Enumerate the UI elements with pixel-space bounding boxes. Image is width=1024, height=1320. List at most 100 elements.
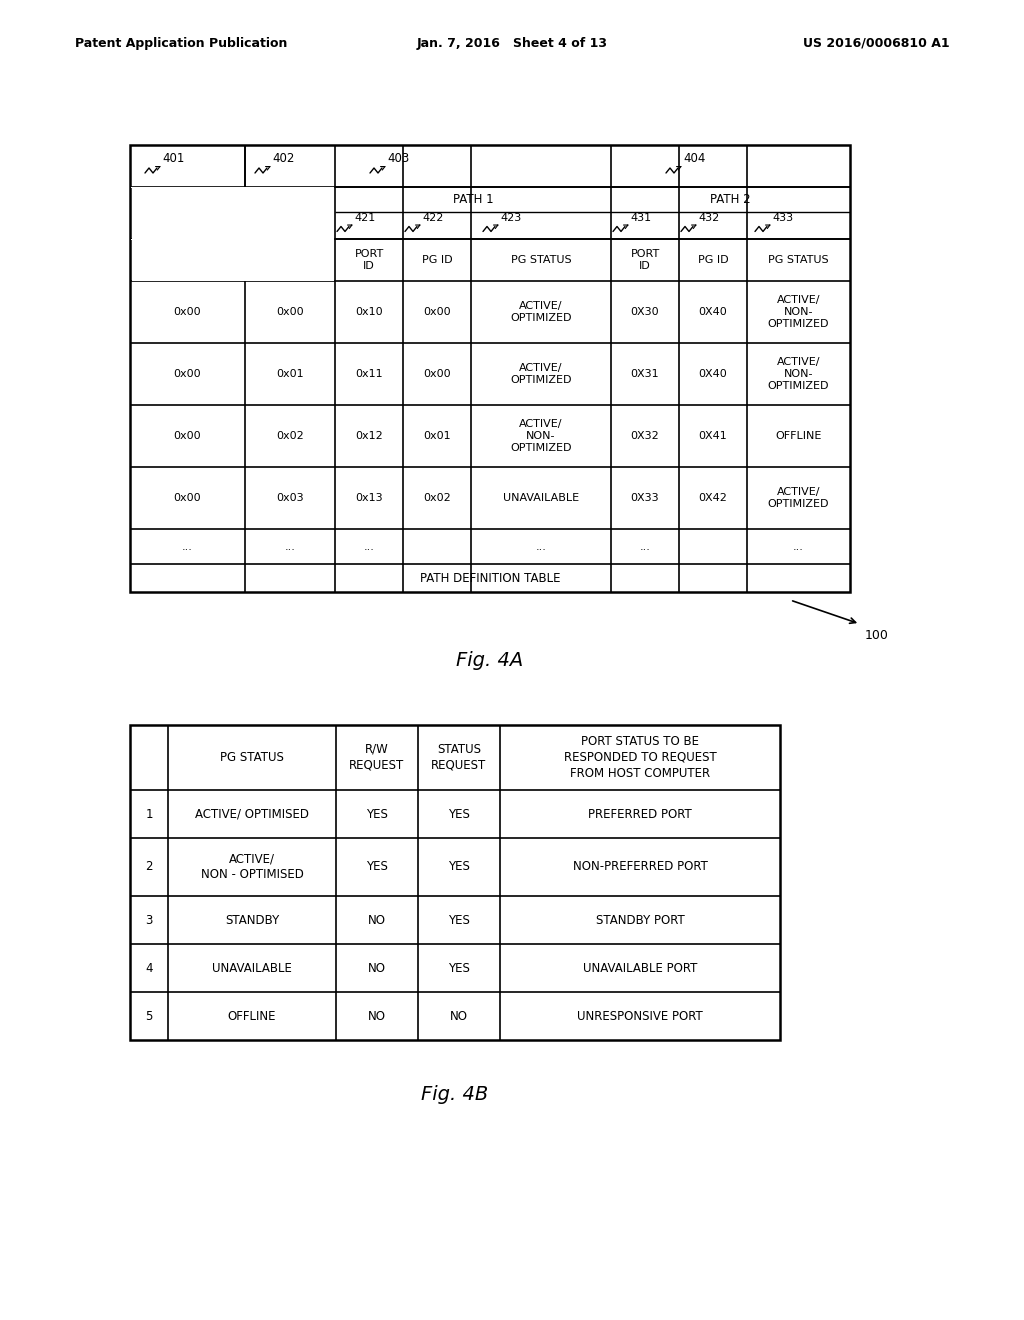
Text: 0X32: 0X32 bbox=[631, 432, 659, 441]
Text: 0x03: 0x03 bbox=[276, 492, 304, 503]
Text: PG ID: PG ID bbox=[422, 255, 453, 265]
Text: Patent Application Publication: Patent Application Publication bbox=[75, 37, 288, 49]
Text: VIRTUAL
LU ID: VIRTUAL LU ID bbox=[266, 223, 313, 246]
Text: 4: 4 bbox=[145, 961, 153, 974]
Text: ACTIVE/
NON-
OPTIMIZED: ACTIVE/ NON- OPTIMIZED bbox=[768, 356, 829, 392]
Text: UNRESPONSIVE PORT: UNRESPONSIVE PORT bbox=[578, 1010, 702, 1023]
Text: ACTIVE/ OPTIMISED: ACTIVE/ OPTIMISED bbox=[195, 808, 309, 821]
Text: 0X40: 0X40 bbox=[698, 370, 727, 379]
Bar bbox=[131, 239, 334, 281]
Text: OFFLINE: OFFLINE bbox=[227, 1010, 276, 1023]
Text: PG STATUS: PG STATUS bbox=[511, 255, 571, 265]
Text: ...: ... bbox=[182, 541, 193, 552]
Text: PATH 2: PATH 2 bbox=[711, 193, 751, 206]
Text: 0x02: 0x02 bbox=[423, 492, 451, 503]
Bar bbox=[130, 145, 850, 591]
Text: 0X40: 0X40 bbox=[698, 308, 727, 317]
Text: 3: 3 bbox=[145, 913, 153, 927]
Text: 403: 403 bbox=[387, 152, 410, 165]
Text: STATUS
REQUEST: STATUS REQUEST bbox=[431, 743, 486, 772]
Text: 404: 404 bbox=[683, 152, 706, 165]
Text: UNAVAILABLE PORT: UNAVAILABLE PORT bbox=[583, 961, 697, 974]
Text: 0x00: 0x00 bbox=[174, 370, 202, 379]
Text: 0x00: 0x00 bbox=[423, 308, 451, 317]
Text: 5: 5 bbox=[145, 1010, 153, 1023]
Text: PORT
ID: PORT ID bbox=[354, 248, 384, 271]
Text: YES: YES bbox=[366, 861, 388, 874]
Text: PORT
ID: PORT ID bbox=[631, 248, 659, 271]
Text: 431: 431 bbox=[630, 214, 651, 223]
Text: 402: 402 bbox=[272, 152, 294, 165]
Text: PG STATUS: PG STATUS bbox=[768, 255, 828, 265]
Text: 0X33: 0X33 bbox=[631, 492, 659, 503]
Text: NO: NO bbox=[368, 913, 386, 927]
Text: PG ID: PG ID bbox=[697, 255, 728, 265]
Text: 0x00: 0x00 bbox=[174, 432, 202, 441]
Text: NON-PREFERRED PORT: NON-PREFERRED PORT bbox=[572, 861, 708, 874]
Text: 0x01: 0x01 bbox=[423, 432, 451, 441]
Text: 0x11: 0x11 bbox=[355, 370, 383, 379]
Text: YES: YES bbox=[449, 808, 470, 821]
Text: Fig. 4B: Fig. 4B bbox=[421, 1085, 488, 1105]
Text: 0x00: 0x00 bbox=[174, 492, 202, 503]
Text: Jan. 7, 2016   Sheet 4 of 13: Jan. 7, 2016 Sheet 4 of 13 bbox=[417, 37, 607, 49]
Text: 423: 423 bbox=[500, 214, 521, 223]
Text: YES: YES bbox=[449, 961, 470, 974]
Text: ACTIVE/
NON-
OPTIMIZED: ACTIVE/ NON- OPTIMIZED bbox=[768, 294, 829, 330]
Text: ...: ... bbox=[640, 541, 650, 552]
Text: NO: NO bbox=[450, 1010, 468, 1023]
Text: YES: YES bbox=[449, 861, 470, 874]
Bar bbox=[131, 187, 334, 239]
Text: PATH 1: PATH 1 bbox=[453, 193, 494, 206]
Text: 433: 433 bbox=[772, 214, 794, 223]
Text: 0X41: 0X41 bbox=[698, 432, 727, 441]
Text: NO: NO bbox=[368, 1010, 386, 1023]
Text: VIRTUAL
STORAGE
APPARATUS
ID: VIRTUAL STORAGE APPARATUS ID bbox=[156, 210, 219, 257]
Text: 422: 422 bbox=[422, 214, 443, 223]
Text: 1: 1 bbox=[145, 808, 153, 821]
Text: PORT STATUS TO BE
RESPONDED TO REQUEST
FROM HOST COMPUTER: PORT STATUS TO BE RESPONDED TO REQUEST F… bbox=[563, 735, 717, 780]
Text: 0x00: 0x00 bbox=[276, 308, 304, 317]
Text: 0x00: 0x00 bbox=[423, 370, 451, 379]
Text: STANDBY: STANDBY bbox=[225, 913, 280, 927]
Text: 0X42: 0X42 bbox=[698, 492, 727, 503]
Text: PATH DEFINITION TABLE: PATH DEFINITION TABLE bbox=[420, 572, 560, 585]
Text: ...: ... bbox=[364, 541, 375, 552]
Text: Fig. 4A: Fig. 4A bbox=[457, 651, 523, 669]
Text: ACTIVE/
OPTIMIZED: ACTIVE/ OPTIMIZED bbox=[510, 363, 571, 385]
Text: 0x12: 0x12 bbox=[355, 432, 383, 441]
Text: ACTIVE/
NON - OPTIMISED: ACTIVE/ NON - OPTIMISED bbox=[201, 853, 303, 882]
Bar bbox=[130, 725, 780, 1040]
Text: ACTIVE/
NON-
OPTIMIZED: ACTIVE/ NON- OPTIMIZED bbox=[510, 418, 571, 453]
Text: 0X30: 0X30 bbox=[631, 308, 659, 317]
Text: ...: ... bbox=[793, 541, 804, 552]
Text: 0x01: 0x01 bbox=[276, 370, 304, 379]
Text: 0X31: 0X31 bbox=[631, 370, 659, 379]
Text: 0x02: 0x02 bbox=[276, 432, 304, 441]
Text: ACTIVE/
OPTIMIZED: ACTIVE/ OPTIMIZED bbox=[768, 487, 829, 510]
Text: YES: YES bbox=[449, 913, 470, 927]
Text: US 2016/0006810 A1: US 2016/0006810 A1 bbox=[804, 37, 950, 49]
Text: 401: 401 bbox=[162, 152, 184, 165]
Text: PG STATUS: PG STATUS bbox=[220, 751, 284, 764]
Text: 421: 421 bbox=[354, 214, 375, 223]
Text: 432: 432 bbox=[698, 214, 719, 223]
Text: 0x00: 0x00 bbox=[174, 308, 202, 317]
Bar bbox=[131, 239, 334, 240]
Text: ACTIVE/
OPTIMIZED: ACTIVE/ OPTIMIZED bbox=[510, 301, 571, 323]
Text: 0x10: 0x10 bbox=[355, 308, 383, 317]
Text: UNAVAILABLE: UNAVAILABLE bbox=[503, 492, 579, 503]
Bar bbox=[131, 186, 334, 187]
Text: OFFLINE: OFFLINE bbox=[775, 432, 821, 441]
Text: 0x13: 0x13 bbox=[355, 492, 383, 503]
Text: 100: 100 bbox=[865, 630, 889, 642]
Text: 2: 2 bbox=[145, 861, 153, 874]
Text: PREFERRED PORT: PREFERRED PORT bbox=[588, 808, 692, 821]
Text: NO: NO bbox=[368, 961, 386, 974]
Text: R/W
REQUEST: R/W REQUEST bbox=[349, 743, 404, 772]
Text: UNAVAILABLE: UNAVAILABLE bbox=[212, 961, 292, 974]
Text: ...: ... bbox=[536, 541, 547, 552]
Text: ...: ... bbox=[285, 541, 296, 552]
Text: STANDBY PORT: STANDBY PORT bbox=[596, 913, 684, 927]
Text: YES: YES bbox=[366, 808, 388, 821]
